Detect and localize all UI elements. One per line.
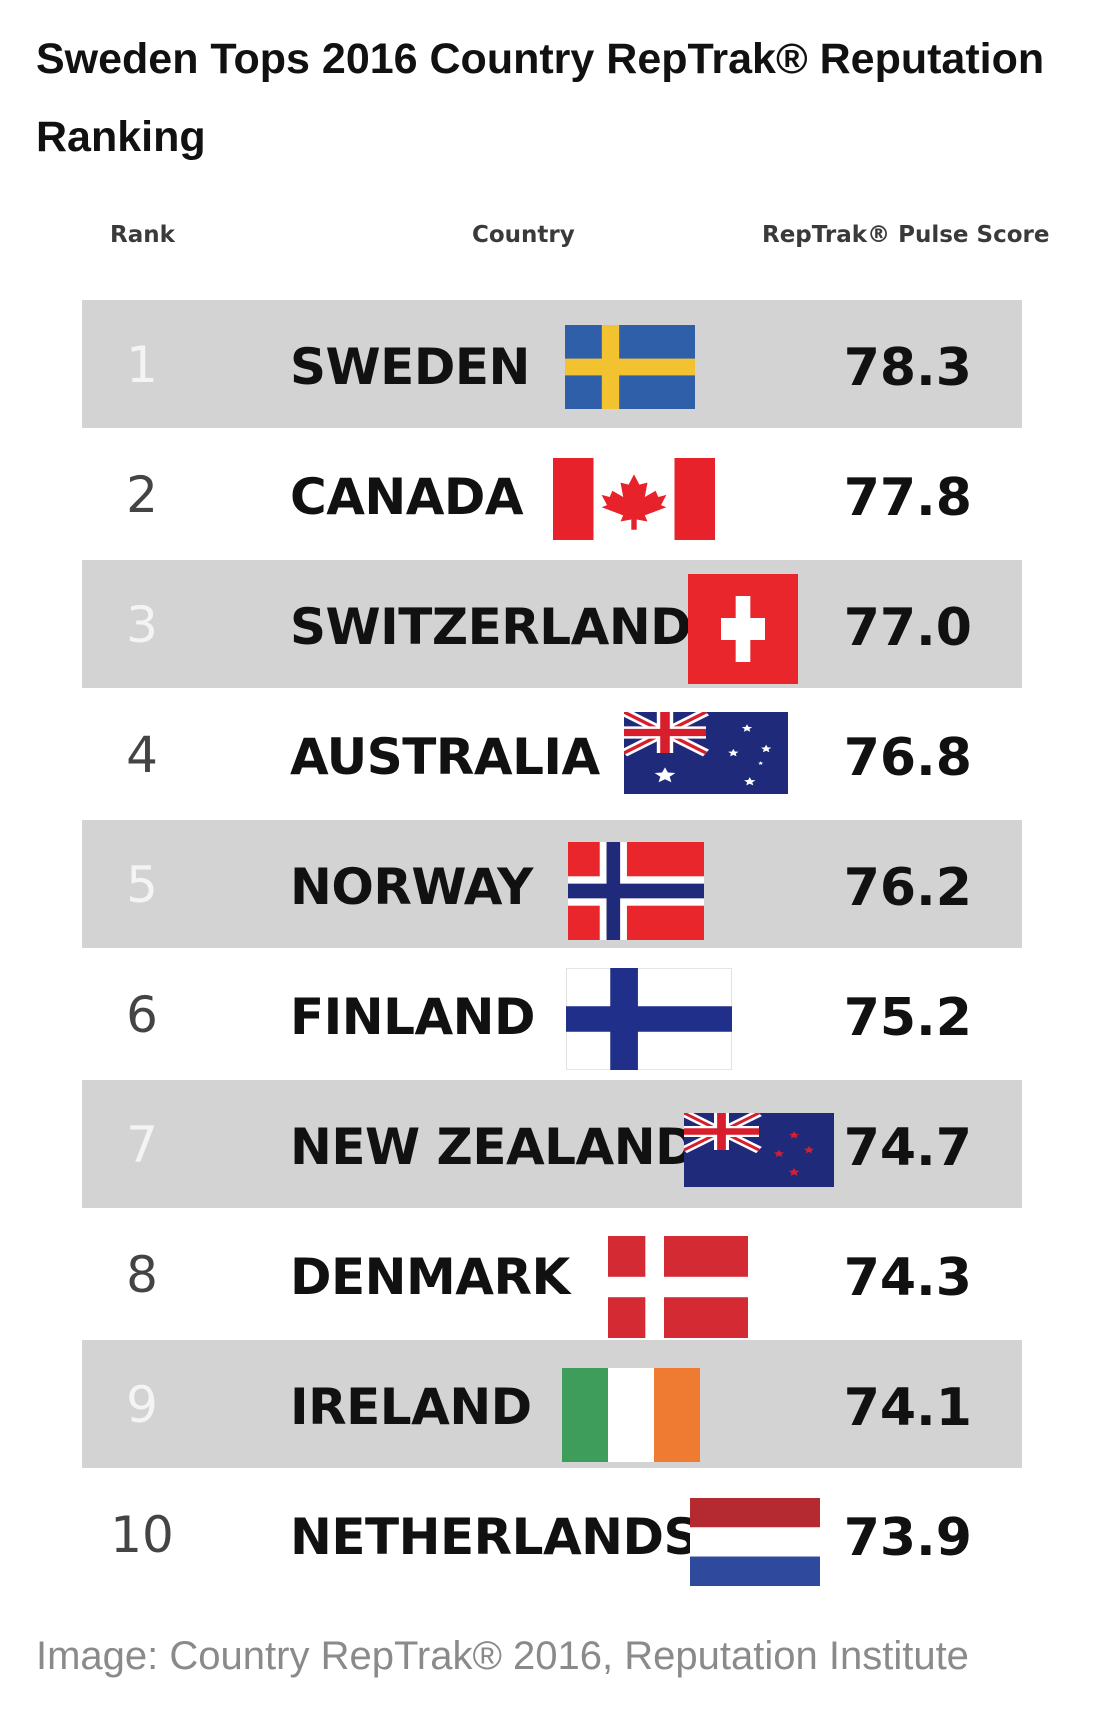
rank-cell: 8 (126, 1246, 158, 1304)
rank-cell: 6 (126, 986, 158, 1044)
finland-flag-icon (565, 967, 733, 1071)
country-cell: CANADA (290, 468, 524, 526)
netherlands-flag-icon (690, 1498, 820, 1586)
score-cell: 78.3 (843, 338, 972, 398)
rank-cell: 5 (126, 856, 158, 914)
country-cell: NETHERLANDS (290, 1508, 700, 1566)
table-row: 8 DENMARK 74.3 (82, 1210, 1022, 1338)
score-cell: 73.9 (843, 1508, 972, 1568)
table-row: 9 IRELAND 74.1 (82, 1340, 1022, 1468)
table-row: 1 SWEDEN 78.3 (82, 300, 1022, 428)
switzerland-flag-icon (688, 574, 798, 684)
column-header-score: RepTrak® Pulse Score (762, 222, 1050, 248)
country-cell: FINLAND (290, 988, 536, 1046)
rank-cell: 7 (126, 1116, 158, 1174)
score-cell: 77.0 (843, 598, 972, 658)
chart-title: Sweden Tops 2016 Country RepTrak® Reputa… (36, 35, 1045, 161)
canada-flag-icon (553, 458, 715, 540)
table-row: 2 CANADA 77.8 (82, 430, 1022, 558)
table-row: 3 SWITZERLAND 77.0 (82, 560, 1022, 688)
ireland-flag-icon (562, 1368, 700, 1462)
country-cell: DENMARK (290, 1248, 570, 1306)
rank-cell: 1 (126, 336, 158, 394)
score-cell: 74.3 (843, 1248, 972, 1308)
rank-cell: 10 (110, 1506, 174, 1564)
score-cell: 74.1 (843, 1378, 972, 1438)
country-cell: NEW ZEALAND (290, 1118, 697, 1176)
country-cell: SWITZERLAND (290, 598, 692, 656)
table-row: 7 NEW ZEALAND 74.7 (82, 1080, 1022, 1208)
norway-flag-icon (568, 842, 704, 940)
rank-cell: 2 (126, 466, 158, 524)
column-header-rank: Rank (110, 222, 175, 248)
sweden-flag-icon (565, 325, 695, 409)
column-header-country: Country (472, 222, 575, 248)
country-cell: AUSTRALIA (290, 728, 600, 786)
rank-cell: 3 (126, 596, 158, 654)
country-cell: IRELAND (290, 1378, 532, 1436)
score-cell: 74.7 (843, 1118, 972, 1178)
score-cell: 75.2 (843, 988, 972, 1048)
score-cell: 76.2 (843, 858, 972, 918)
score-cell: 77.8 (843, 468, 972, 528)
australia-flag-icon (620, 708, 788, 794)
country-cell: SWEDEN (290, 338, 530, 396)
denmark-flag-icon (608, 1236, 748, 1338)
new-zealand-flag-icon (681, 1109, 834, 1187)
rank-cell: 9 (126, 1376, 158, 1434)
country-cell: NORWAY (290, 858, 533, 916)
table-row: 6 FINLAND 75.2 (82, 950, 1022, 1078)
score-cell: 76.8 (843, 728, 972, 788)
image-credit: Image: Country RepTrak® 2016, Reputation… (36, 1634, 969, 1678)
table-row: 4 AUSTRALIA 76.8 (82, 690, 1022, 818)
rank-cell: 4 (126, 726, 158, 784)
table-row: 5 NORWAY 76.2 (82, 820, 1022, 948)
table-row: 10 NETHERLANDS 73.9 (82, 1470, 1022, 1598)
